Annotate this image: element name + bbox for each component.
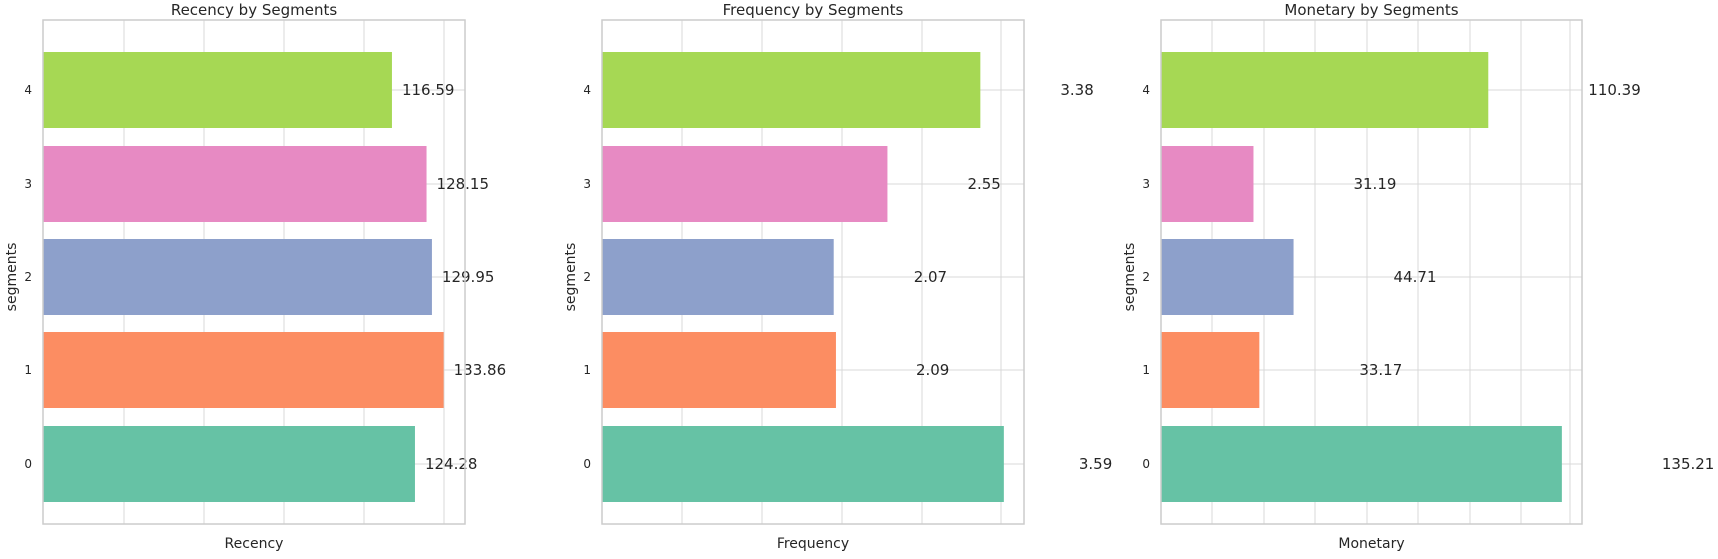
bar-segment-4: [43, 52, 392, 128]
y-tick-label: 0: [1142, 457, 1150, 471]
bar-segment-3: [602, 146, 888, 222]
bar-segment-0: [1161, 426, 1562, 502]
plot-frame: [1160, 19, 1583, 525]
y-tick-label: 4: [1142, 83, 1150, 97]
data-label: 128.15: [437, 175, 490, 193]
y-axis-label: segments: [4, 243, 20, 312]
y-axis-label: segments: [1122, 243, 1138, 312]
chart-title: Recency by Segments: [171, 1, 338, 19]
bar-segment-3: [43, 146, 427, 222]
data-label: 129.95: [442, 268, 495, 286]
y-tick-label: 2: [583, 270, 591, 284]
y-tick-label: 3: [1142, 177, 1150, 191]
y-tick-label: 0: [24, 457, 32, 471]
chart-panel-0: 124.28 133.86 129.95 128.15 116.59 0 1 2 3 4 Recen…: [4, 1, 506, 552]
x-axis-label: Recency: [225, 536, 284, 552]
y-tick-label: 2: [1142, 270, 1150, 284]
data-label: 116.59: [402, 81, 455, 99]
data-label: 2.09: [916, 361, 949, 379]
y-tick-label: 0: [583, 457, 591, 471]
data-label: 3.59: [1079, 455, 1112, 473]
y-tick-label: 1: [583, 363, 591, 377]
chart-panel-1: 3.59 2.09 2.07 2.55 3.38 0 1 2 3 4 Frequency by Se…: [563, 1, 1112, 552]
plot-frame: [601, 19, 1025, 525]
bar-segment-2: [43, 239, 432, 315]
x-axis-label: Frequency: [777, 536, 849, 552]
data-label: 2.07: [914, 268, 947, 286]
bar-segment-0: [602, 426, 1004, 502]
y-tick-label: 4: [583, 83, 591, 97]
y-tick-label: 1: [24, 363, 32, 377]
data-label: 33.17: [1359, 361, 1402, 379]
data-label: 31.19: [1353, 175, 1396, 193]
y-axis-label: segments: [563, 243, 579, 312]
bar-segment-1: [602, 332, 836, 408]
bar-segment-4: [1161, 52, 1489, 128]
bar-segment-2: [1161, 239, 1294, 315]
plot-frame: [42, 19, 466, 525]
y-tick-label: 4: [24, 83, 32, 97]
bar-segment-1: [1161, 332, 1260, 408]
y-tick-label: 1: [1142, 363, 1150, 377]
bar-segment-3: [1161, 146, 1254, 222]
bar-segment-0: [43, 426, 415, 502]
data-label: 133.86: [454, 361, 507, 379]
data-label: 44.71: [1394, 268, 1437, 286]
chart-title: Frequency by Segments: [723, 1, 904, 19]
data-label: 3.38: [1060, 81, 1093, 99]
chart-panel-2: 135.21 33.17 44.71 31.19 110.39 0 1 2 3 4 Monetary…: [1122, 1, 1714, 552]
chart-title: Monetary by Segments: [1284, 1, 1458, 19]
y-tick-label: 2: [24, 270, 32, 284]
data-label: 135.21: [1662, 455, 1715, 473]
data-label: 110.39: [1588, 81, 1641, 99]
data-label: 2.55: [967, 175, 1000, 193]
bar-segment-1: [43, 332, 444, 408]
x-axis-label: Monetary: [1338, 536, 1404, 552]
data-label: 124.28: [425, 455, 478, 473]
bar-segment-4: [602, 52, 981, 128]
y-tick-label: 3: [24, 177, 32, 191]
y-tick-label: 3: [583, 177, 591, 191]
bar-segment-2: [602, 239, 834, 315]
